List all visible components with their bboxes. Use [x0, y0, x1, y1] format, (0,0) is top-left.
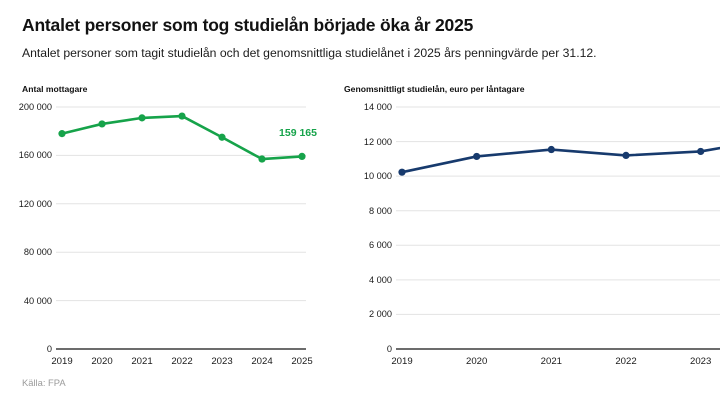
data-point[interactable]	[98, 120, 106, 128]
data-point[interactable]	[473, 152, 481, 161]
series-line	[60, 114, 304, 161]
x-axis-tick-label: 2020	[91, 356, 113, 367]
data-point[interactable]	[218, 133, 226, 141]
y-axis-tick-label: 8 000	[369, 205, 392, 216]
header: Antalet personer som tog studielån börja…	[22, 14, 702, 61]
line-chart-average-loan: 0 2 000 4 000 6 000 8 000 10 000 12 000 14 000 2…	[340, 84, 720, 405]
data-point[interactable]	[398, 168, 406, 176]
y-axis-tick-label: 80 000	[23, 247, 52, 258]
data-point[interactable]	[138, 114, 146, 122]
x-axis-tick-label: 2023	[689, 356, 712, 367]
y-axis-tick-label: 40 000	[23, 295, 52, 306]
y-axis-tick-label: 0	[46, 344, 52, 354]
data-point[interactable]	[622, 151, 630, 159]
y-axis-tick-label: 10 000	[363, 171, 392, 182]
data-point[interactable]	[697, 147, 705, 156]
x-axis-tick-label: 2023	[211, 356, 233, 367]
data-point[interactable]	[298, 152, 306, 161]
y-axis-tick-label: 4 000	[369, 274, 392, 285]
data-point[interactable]	[258, 155, 266, 163]
chart-canvas	[56, 106, 306, 350]
x-axis-tick-label: 2024	[251, 356, 273, 367]
x-axis-tick-label: 2019	[51, 356, 73, 367]
y-axis-tick-label: 160 000	[18, 150, 52, 161]
y-axis-tick-label: 0	[386, 344, 392, 354]
x-axis-tick-label: 2021	[540, 356, 562, 367]
x-axis-tick-label: 2020	[465, 356, 488, 367]
x-axis-tick-label: 2022	[615, 356, 637, 367]
series-line	[400, 146, 720, 174]
data-point[interactable]	[547, 145, 555, 154]
series-end-value-label: 159 165	[279, 127, 317, 140]
y-axis-tick-label: 6 000	[369, 240, 392, 251]
y-axis-tick-label: 2 000	[369, 309, 392, 320]
x-axis-tick-label: 2025	[291, 356, 313, 367]
x-axis-tick-label: 2019	[391, 356, 413, 367]
x-axis-tick-label: 2022	[171, 356, 193, 367]
page-subtitle: Antalet personer som tagit studielån och…	[22, 46, 597, 60]
y-axis-tick-label: 12 000	[363, 136, 392, 147]
data-point[interactable]	[58, 130, 66, 138]
y-axis-tick-label: 200 000	[18, 102, 52, 112]
source-note: Källa: FPA	[22, 377, 66, 388]
line-chart-borrowers: 0 40 000 80 000 120 000 160 000 200 000 2019 20…	[0, 84, 340, 405]
chart-axis-title-average-loan: Genomsnittligt studielån, euro per lånta…	[344, 84, 525, 94]
data-point[interactable]	[178, 112, 186, 120]
y-axis-tick-label: 120 000	[18, 198, 52, 209]
x-axis-tick-label: 2021	[131, 356, 153, 367]
chart-canvas	[396, 106, 720, 350]
chart-axis-title-borrowers: Antal mottagare	[22, 84, 88, 94]
y-axis-tick-label: 14 000	[363, 102, 392, 112]
page-title: Antalet personer som tog studielån börja…	[22, 15, 474, 35]
